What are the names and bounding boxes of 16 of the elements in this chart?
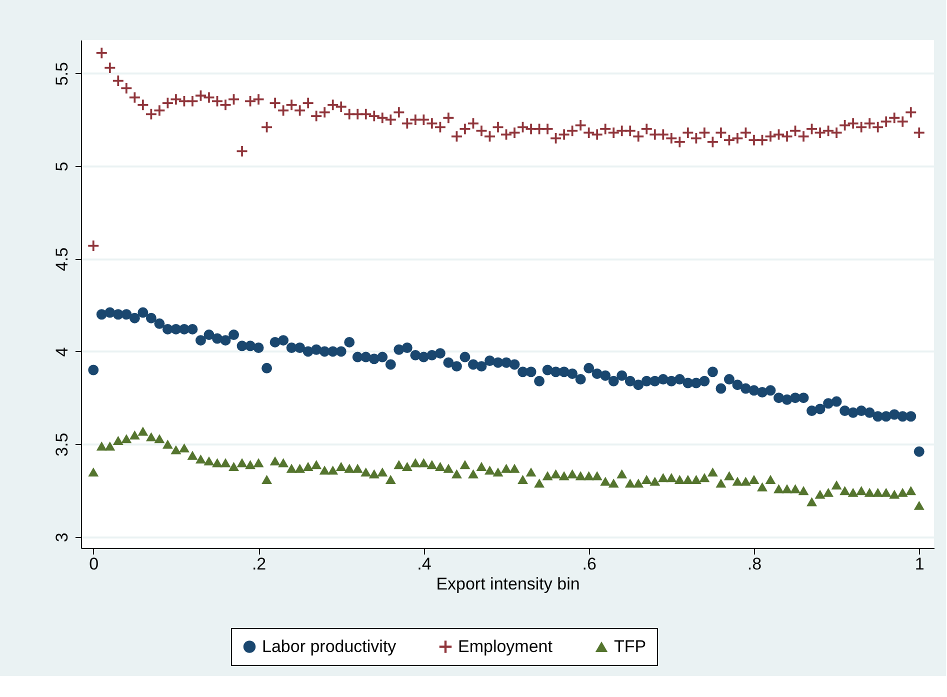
x-axis-title: Export intensity bin xyxy=(436,574,580,594)
y-tick-label: 3.5 xyxy=(52,432,72,456)
legend-label: TFP xyxy=(614,636,646,656)
y-tick-label: 5 xyxy=(52,162,72,172)
legend-label: Labor productivity xyxy=(262,636,397,656)
y-tick-label: 5.5 xyxy=(52,62,72,86)
x-tick-label: .6 xyxy=(582,554,596,574)
x-tick-label: 1 xyxy=(914,554,924,574)
y-tick-label: 4 xyxy=(52,347,72,357)
legend-label: Employment xyxy=(458,636,553,656)
x-tick-label: .2 xyxy=(252,554,266,574)
x-tick-label: .4 xyxy=(417,554,432,574)
y-tick-label: 4.5 xyxy=(52,247,72,272)
y-tick-label: 3 xyxy=(52,532,72,542)
x-tick-label: .8 xyxy=(747,554,762,574)
x-tick-label: 0 xyxy=(89,554,99,574)
